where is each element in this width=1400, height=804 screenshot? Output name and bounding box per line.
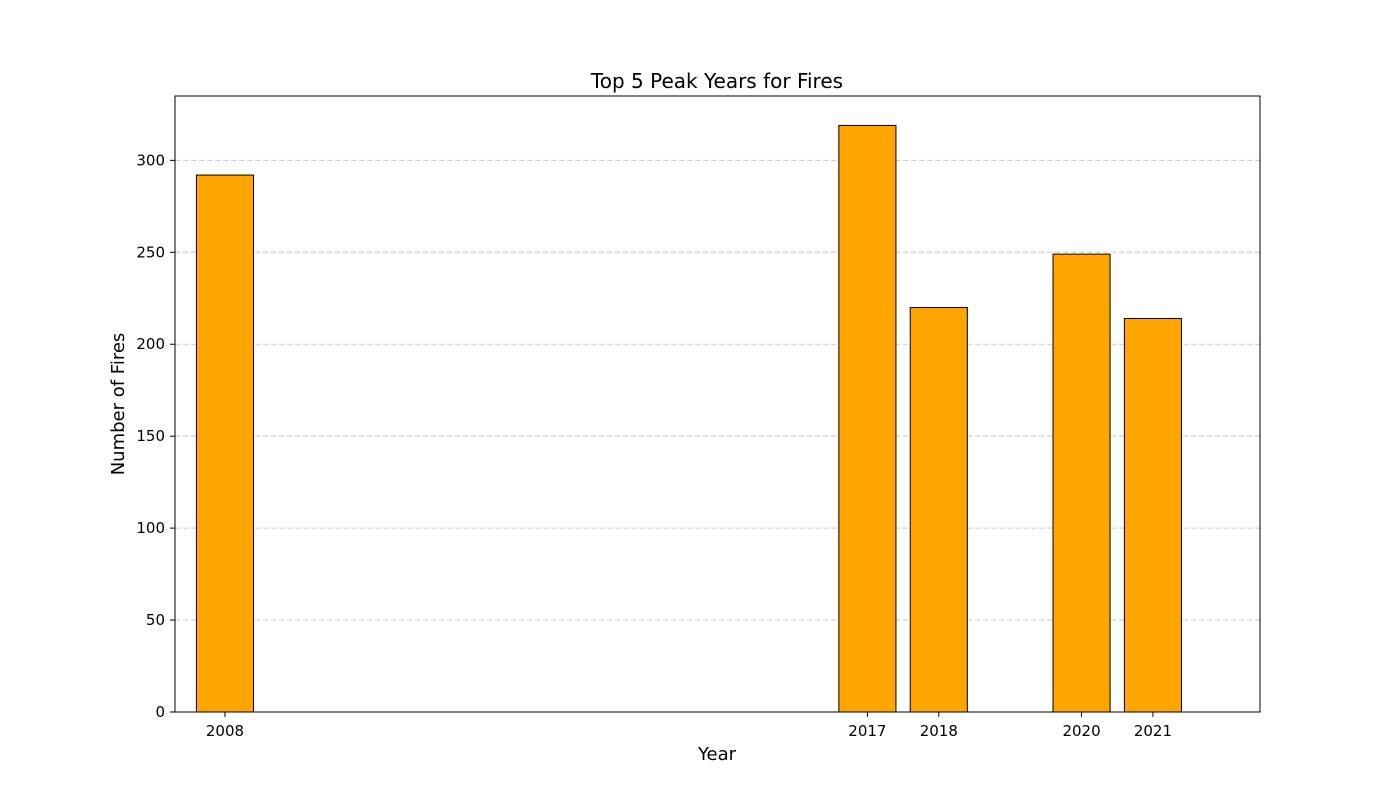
bar-2018 xyxy=(909,306,968,713)
y-tick-label: 200 xyxy=(136,335,165,353)
bar-2020 xyxy=(1052,253,1111,713)
x-tick-label: 2018 xyxy=(920,722,958,740)
y-tick-label: 100 xyxy=(136,519,165,537)
y-tick-label: 0 xyxy=(155,703,165,721)
x-tick-label: 2008 xyxy=(206,722,244,740)
bars xyxy=(195,124,1182,713)
y-tick-label: 250 xyxy=(136,243,165,261)
y-axis-label: Number of Fires xyxy=(108,333,129,476)
x-tick-label: 2017 xyxy=(848,722,886,740)
x-axis-label: Year xyxy=(697,744,737,765)
bar-2017 xyxy=(838,124,897,713)
y-tick-label: 150 xyxy=(136,427,165,445)
x-tick-label: 2020 xyxy=(1062,722,1100,740)
plot-frame xyxy=(174,95,1261,713)
chart-title: Top 5 Peak Years for Fires xyxy=(590,69,843,93)
bar-2008 xyxy=(195,174,255,713)
bar-2021 xyxy=(1123,317,1182,713)
y-tick-label: 50 xyxy=(146,611,165,629)
axis-ticks: 0 50 100 150 200 250 300 2008 2017 2018 2020 2021 xyxy=(136,151,1172,740)
y-tick-label: 300 xyxy=(136,151,165,169)
x-tick-label: 2021 xyxy=(1134,722,1172,740)
